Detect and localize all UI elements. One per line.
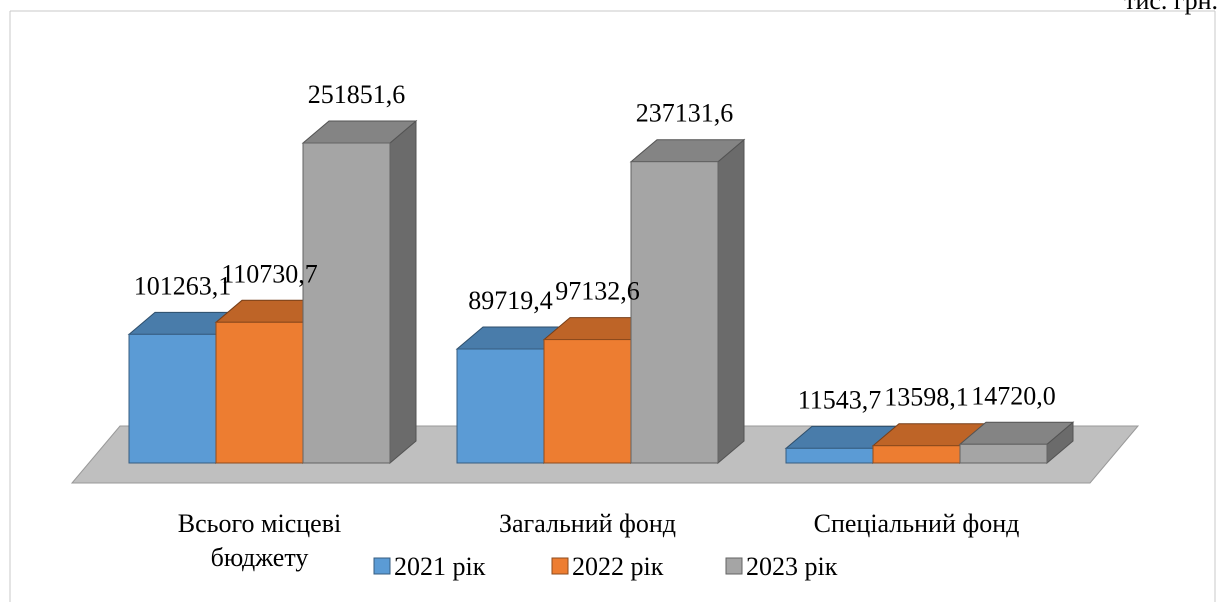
bar-front-face bbox=[302, 142, 391, 464]
category-label: бюджету bbox=[211, 543, 309, 572]
legend-label: 2023 рік bbox=[746, 552, 838, 581]
data-label: 237131,6 bbox=[636, 99, 734, 128]
data-label: 13598,1 bbox=[884, 383, 969, 412]
legend-item: 2021 рік bbox=[373, 552, 486, 581]
bar-front-face bbox=[128, 333, 217, 464]
legend-label: 2021 рік bbox=[394, 552, 486, 581]
bar-side-face bbox=[389, 119, 417, 465]
bar-front-face bbox=[959, 443, 1048, 464]
bar-1-2023-рік bbox=[301, 119, 418, 465]
bar-2-2023-рік bbox=[629, 138, 746, 465]
legend-swatch bbox=[725, 557, 743, 575]
legend: 2021 рік 2022 рік 2023 рік bbox=[373, 552, 838, 581]
category-label: Загальний фонд bbox=[499, 509, 676, 538]
category-label: Всього місцеві bbox=[178, 509, 341, 538]
bar-front-face bbox=[456, 348, 545, 464]
data-label: 89719,4 bbox=[468, 286, 553, 315]
bar-3-2023-рік bbox=[958, 421, 1075, 465]
legend-item: 2023 рік bbox=[725, 552, 838, 581]
bar-front-face bbox=[215, 321, 304, 464]
legend-label: 2022 рік bbox=[572, 552, 664, 581]
bar-front-face bbox=[630, 161, 719, 464]
unit-label: тис. грн. bbox=[1124, 0, 1218, 15]
category-label: Спеціальний фонд bbox=[814, 509, 1020, 538]
data-label: 11543,7 bbox=[798, 385, 882, 414]
bar-side-face bbox=[717, 138, 745, 465]
bars-layer bbox=[127, 119, 1075, 465]
bar-front-face bbox=[543, 339, 632, 464]
data-label: 101263,1 bbox=[134, 271, 232, 300]
legend-swatch bbox=[373, 557, 391, 575]
data-label: 14720,0 bbox=[971, 381, 1056, 410]
data-label: 97132,6 bbox=[555, 277, 640, 306]
legend-swatch bbox=[551, 557, 569, 575]
data-label: 110730,7 bbox=[221, 259, 318, 288]
bar-front-face bbox=[785, 447, 874, 464]
category-labels-layer: Всього місцеві бюджету Загальний фонд Спеці… bbox=[178, 509, 1020, 572]
bar-front-face bbox=[872, 445, 961, 464]
data-label: 251851,6 bbox=[308, 80, 406, 109]
legend-item: 2022 рік bbox=[551, 552, 664, 581]
